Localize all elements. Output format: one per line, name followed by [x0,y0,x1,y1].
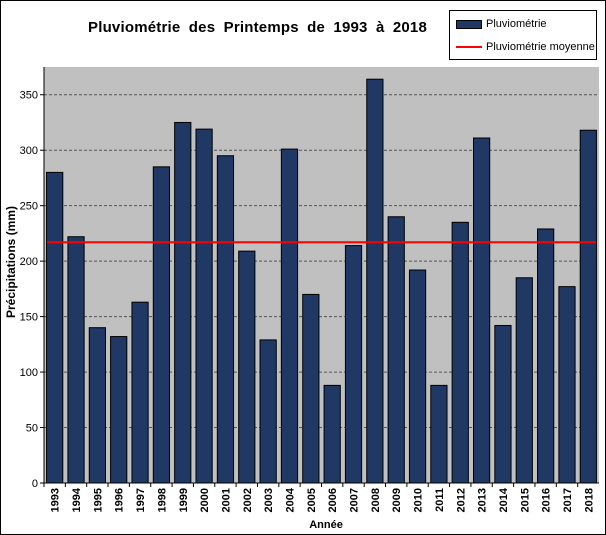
x-tick-label: 2002 [242,488,254,512]
bar-2009 [387,216,405,484]
bar-2008 [366,78,384,484]
bar-2011 [430,384,448,484]
legend-label-line: Pluviométrie moyenne [486,41,595,53]
bar-2006 [323,384,341,484]
bar-2003 [259,339,277,484]
bar-2012 [451,221,469,484]
y-tick-label: 350 [20,90,38,102]
y-tick-label: 100 [20,367,38,379]
bar-2014 [494,324,512,484]
bar-1994 [67,236,85,484]
x-tick-label: 2010 [413,488,425,512]
x-tick-label: 2005 [306,488,318,512]
y-tick-label: 50 [26,423,38,435]
bar-2004 [280,148,299,484]
bar-1995 [88,327,106,484]
x-tick-label: 2006 [327,488,339,512]
legend: Pluviométrie Pluviométrie moyenne [449,10,597,60]
x-tick-label: 2012 [455,488,467,512]
x-tick-label: 2003 [263,488,275,512]
x-tick-label: 1996 [114,488,126,512]
x-tick-label: 2014 [498,487,510,512]
bar-1993 [46,171,64,484]
x-tick-label: 2018 [583,488,595,512]
y-tick-labels: 0 50 100 150 200 250 300 350 [20,90,44,490]
y-tick-label: 300 [20,145,38,157]
bar-1997 [131,301,149,484]
gridlines [44,94,599,429]
x-tick-label: 2008 [370,488,382,512]
bar-2018 [579,129,597,484]
x-tick-label: 2015 [519,488,531,512]
x-tick-label: 2007 [349,488,361,512]
bar-2007 [344,245,363,484]
x-tick-label: 2000 [199,488,211,512]
y-tick-label: 250 [20,201,38,213]
bar-2000 [195,128,213,484]
x-tick-labels: 1993 1994 1995 1996 1997 1998 1999 2000 2001 2002… [43,483,595,512]
x-tick-label: 1999 [178,488,190,512]
bar-2002 [238,250,256,484]
x-tick-label: 1995 [92,488,104,512]
bar-2001 [216,155,235,484]
bar-1998 [152,166,171,484]
bar-2015 [515,277,533,484]
bars [46,78,597,484]
x-axis-label: Année [309,519,343,531]
legend-item-bars: Pluviométrie [450,16,547,32]
bar-2010 [408,269,427,484]
bar-2017 [558,286,576,484]
x-tick-label: 1997 [135,488,147,512]
bar-2013 [472,137,491,484]
legend-bar-swatch [456,19,482,29]
x-tick-label: 2016 [541,488,553,512]
y-axis-label: Précipitations (mm) [4,206,18,318]
chart-title: Pluviométrie des Printemps de 1993 à 201… [88,19,428,36]
x-tick-label: 1994 [71,487,83,512]
legend-line-swatch [456,46,482,48]
y-tick-label: 0 [32,478,38,490]
x-tick-label: 2013 [477,488,489,512]
x-tick-label: 2017 [562,488,574,512]
y-tick-label: 200 [20,256,38,268]
x-tick-label: 2009 [391,488,403,512]
x-tick-label: 2011 [434,488,446,512]
y-tick-label: 150 [20,312,38,324]
x-tick-label: 2004 [284,487,296,512]
legend-label-bars: Pluviométrie [486,18,547,30]
x-tick-label: 2001 [220,488,232,512]
bar-2005 [302,293,320,484]
legend-item-line: Pluviométrie moyenne [450,39,595,55]
bar-2016 [537,228,555,484]
bar-1999 [174,121,192,484]
bar-1996 [110,336,128,484]
x-tick-label: 1993 [50,488,62,512]
x-tick-label: 1998 [156,488,168,512]
